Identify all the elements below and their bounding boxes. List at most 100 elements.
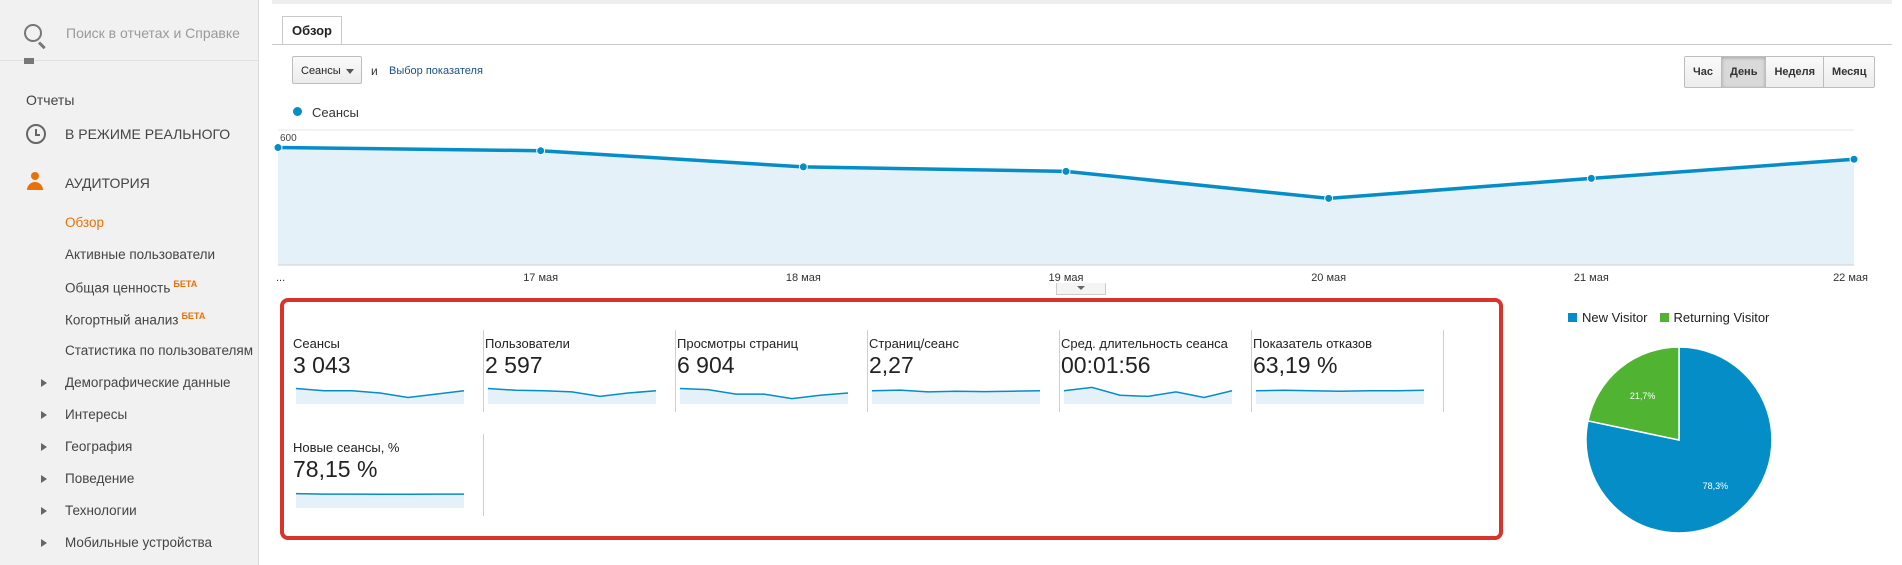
metric-label: Страниц/сеанс	[869, 336, 959, 351]
expand-triangle-icon[interactable]	[41, 539, 47, 547]
pie-data-label: 78,3%	[1703, 481, 1729, 491]
x-tick-label: 19 мая	[1049, 272, 1084, 284]
sidebar-item-overview[interactable]: Обзор	[65, 215, 104, 230]
sidebar-item-technology[interactable]: Технологии	[65, 503, 137, 518]
y-tick-label: 600	[280, 133, 297, 144]
expand-triangle-icon[interactable]	[41, 443, 47, 451]
sidebar-item-lifetime-value[interactable]: Общая ценность БЕТА	[65, 279, 197, 296]
metric-value: 00:01:56	[1061, 352, 1151, 378]
data-point[interactable]	[1324, 193, 1334, 203]
search-icon[interactable]	[24, 24, 42, 42]
sparkline-area	[488, 388, 656, 404]
metric-label: Показатель отказов	[1253, 336, 1373, 351]
metric-label: Просмотры страниц	[677, 336, 799, 351]
sidebar-item-user-explorer[interactable]: Статистика по пользователям	[65, 343, 253, 358]
metric-sparkline	[295, 492, 464, 508]
data-point[interactable]	[1586, 173, 1596, 183]
expand-triangle-icon[interactable]	[41, 507, 47, 515]
sidebar: Отчеты В РЕЖИМЕ РЕАЛЬНОГО АУДИТОРИЯ Обзо…	[0, 0, 259, 565]
data-point[interactable]	[273, 143, 283, 153]
beta-badge: БЕТА	[181, 311, 206, 321]
metric-label: Новые сеансы, %	[293, 440, 400, 455]
data-point[interactable]	[1849, 154, 1859, 164]
pick-metric-link[interactable]: Выбор показателя	[389, 65, 483, 77]
sidebar-item-cohort-analysis[interactable]: Когортный анализ БЕТА	[65, 311, 205, 328]
search-input[interactable]	[66, 20, 246, 46]
metric-label: Пользователи	[485, 336, 570, 351]
reports-heading: Отчеты	[26, 92, 75, 108]
report-area: Обзор Сеансы и Выбор показателя Час День…	[272, 0, 1902, 565]
series-legend-label: Сеансы	[312, 105, 359, 120]
tab-overview[interactable]: Обзор	[282, 16, 342, 45]
sidebar-item-behavior[interactable]: Поведение	[65, 471, 135, 486]
clock-icon	[26, 124, 46, 144]
metric-tile[interactable]: Просмотры страниц 6 904	[677, 330, 868, 412]
pie-legend: New Visitor Returning Visitor	[1568, 310, 1769, 325]
sparkline-line	[1063, 386, 1233, 399]
metric-sparkline	[871, 389, 1041, 404]
series-legend-dot	[293, 107, 302, 116]
sparkline-area	[872, 390, 1040, 404]
metric-value: 6 904	[677, 352, 735, 378]
sidebar-item-interests[interactable]: Интересы	[65, 407, 128, 422]
legend-label-returning: Returning Visitor	[1673, 310, 1770, 325]
pie-data-label: 21,7%	[1630, 391, 1656, 401]
sidebar-item-active-users[interactable]: Активные пользователи	[65, 247, 216, 262]
period-week-button[interactable]: Неделя	[1766, 57, 1825, 87]
legend-swatch-returning	[1659, 313, 1669, 322]
data-point[interactable]	[798, 162, 808, 172]
chart-collapse-handle[interactable]	[1056, 283, 1106, 295]
metrics-highlight-box	[280, 298, 1503, 540]
sparkline-line	[295, 387, 465, 399]
x-tick-label: 18 мая	[786, 272, 821, 284]
expand-triangle-icon[interactable]	[41, 411, 47, 419]
period-month-button[interactable]: Месяц	[1824, 57, 1875, 87]
metric-label: Сред. длительность сеанса	[1061, 336, 1228, 351]
sidebar-item-realtime[interactable]: В РЕЖИМЕ РЕАЛЬНОГО	[65, 126, 231, 142]
visitor-pie-chart[interactable]: 78,3% 21,7%	[1584, 345, 1774, 535]
search-bar	[0, 0, 258, 61]
sidebar-item-label: Когортный анализ	[65, 312, 179, 328]
period-day-button[interactable]: День	[1721, 57, 1767, 87]
metric-select[interactable]: Сеансы	[292, 56, 362, 84]
data-point[interactable]	[536, 146, 546, 156]
x-tick-label: ...	[276, 272, 285, 284]
metric-sparkline	[487, 387, 657, 404]
metric-value: 63,19 %	[1253, 352, 1338, 378]
metric-tile[interactable]: Сеансы 3 043	[293, 330, 484, 412]
sidebar-item-label: Общая ценность	[65, 280, 171, 296]
x-tick-label: 21 мая	[1574, 272, 1609, 284]
beta-badge: БЕТА	[173, 279, 198, 289]
metric-value: 3 043	[293, 352, 351, 378]
period-selector: Час День Неделя Месяц	[1684, 56, 1876, 88]
expand-triangle-icon[interactable]	[41, 379, 47, 387]
legend-swatch-new	[1568, 313, 1577, 322]
metric-label: Сеансы	[293, 336, 340, 351]
tab-divider	[272, 44, 1892, 45]
sparkline-line	[1255, 389, 1425, 392]
sparkline-line	[487, 387, 657, 398]
sparkline-area	[296, 388, 464, 404]
sidebar-item-mobile[interactable]: Мобильные устройства	[65, 535, 213, 550]
metric-tile[interactable]: Пользователи 2 597	[485, 330, 676, 412]
sparkline-line	[871, 389, 1041, 393]
metric-tile[interactable]: Сред. длительность сеанса 00:01:56	[1061, 330, 1252, 412]
sparkline-line	[295, 492, 464, 496]
period-hour-button[interactable]: Час	[1685, 57, 1722, 87]
sidebar-item-geo[interactable]: География	[65, 439, 133, 454]
metric-tile[interactable]: Новые сеансы, % 78,15 %	[293, 434, 484, 516]
expand-triangle-icon[interactable]	[41, 475, 47, 483]
and-label: и	[371, 64, 378, 78]
metric-sparkline	[295, 387, 465, 404]
x-tick-label: 22 мая	[1833, 272, 1868, 284]
top-divider	[272, 0, 1892, 4]
sidebar-item-demographics[interactable]: Демографические данные	[65, 375, 231, 390]
metric-value: 78,15 %	[293, 456, 378, 482]
metric-tile[interactable]: Страниц/сеанс 2,27	[869, 330, 1060, 412]
legend-label-new: New Visitor	[1582, 310, 1648, 325]
data-point[interactable]	[1061, 166, 1071, 176]
metric-tile[interactable]: Показатель отказов 63,19 %	[1253, 330, 1444, 412]
sidebar-item-audience[interactable]: АУДИТОРИЯ	[65, 175, 150, 191]
pie-slice[interactable]	[1587, 346, 1680, 441]
